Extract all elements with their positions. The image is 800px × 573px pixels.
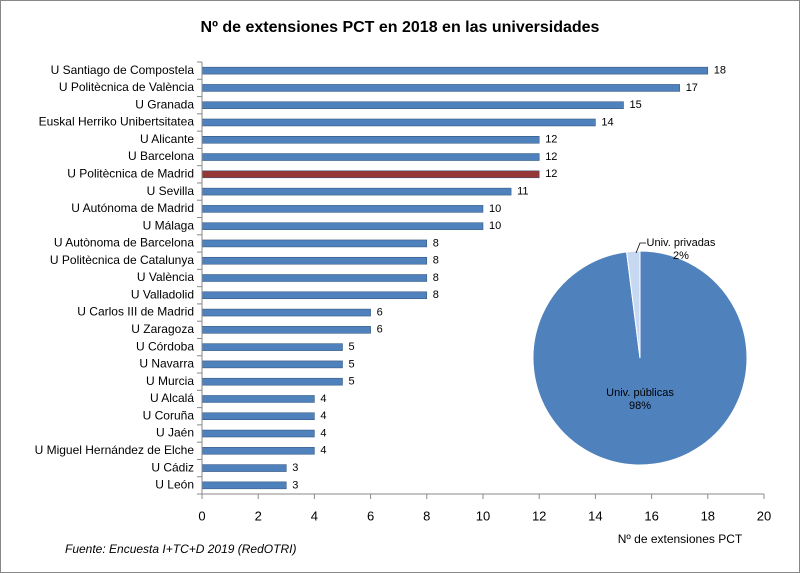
y-tick-label: U Carlos III de Madrid bbox=[77, 305, 194, 319]
y-tick-label: U Alicante bbox=[140, 132, 194, 146]
pie-slice bbox=[626, 250, 641, 359]
y-tick-label: U Zaragoza bbox=[131, 322, 194, 336]
y-tick-label: U Autònoma de Barcelona bbox=[54, 236, 194, 250]
value-label: 4 bbox=[320, 445, 326, 457]
y-tick-label: U Murcia bbox=[146, 374, 194, 388]
chart-title: Nº de extensiones PCT en 2018 en las uni… bbox=[201, 19, 600, 36]
value-label: 8 bbox=[433, 272, 439, 284]
bar bbox=[201, 429, 315, 438]
y-tick-label: U Málaga bbox=[143, 218, 195, 232]
value-label: 11 bbox=[517, 186, 528, 198]
bar bbox=[201, 464, 287, 472]
pie-value-label: 2% bbox=[673, 250, 689, 262]
bar bbox=[201, 274, 428, 282]
y-tick-label: U Cádiz bbox=[151, 460, 194, 474]
value-label: 6 bbox=[377, 306, 383, 318]
y-tick-label: U Navarra bbox=[139, 357, 194, 371]
pie-label: Univ. públicas bbox=[606, 387, 674, 399]
value-label: 6 bbox=[377, 324, 383, 336]
bar bbox=[201, 256, 428, 265]
x-tick-label: 14 bbox=[588, 508, 602, 523]
pie-label: Univ. privadas bbox=[647, 237, 716, 249]
y-tick-label: U Politècnica de Madrid bbox=[67, 166, 194, 180]
value-label: 10 bbox=[489, 220, 501, 232]
bar bbox=[201, 222, 484, 230]
bar bbox=[201, 291, 428, 300]
value-label: 3 bbox=[292, 462, 298, 474]
value-label: 8 bbox=[433, 237, 439, 249]
value-label: 5 bbox=[349, 341, 355, 353]
bar bbox=[201, 343, 343, 351]
value-label: 12 bbox=[545, 168, 557, 180]
y-tick-label: U Miguel Hernández de Elche bbox=[35, 443, 195, 457]
y-tick-label: U Autónoma de Madrid bbox=[71, 201, 194, 215]
bar bbox=[201, 84, 680, 92]
y-tick-label: U Sevilla bbox=[147, 184, 195, 198]
y-tick-label: U Politècnica de Catalunya bbox=[50, 253, 194, 267]
value-label: 4 bbox=[320, 393, 326, 405]
value-label: 15 bbox=[630, 99, 642, 111]
y-tick-label: U Córdoba bbox=[136, 339, 194, 353]
bar bbox=[201, 412, 315, 420]
value-label: 17 bbox=[686, 82, 698, 94]
bar bbox=[201, 308, 371, 317]
pie-value-label: 98% bbox=[629, 400, 651, 412]
bar bbox=[201, 447, 315, 455]
leader-line bbox=[635, 242, 646, 254]
bar bbox=[201, 377, 343, 386]
bar bbox=[201, 66, 709, 75]
x-tick-label: 8 bbox=[423, 508, 430, 523]
y-tick-label: U Valladolid bbox=[131, 287, 194, 301]
y-tick-label: U Politècnica de València bbox=[59, 80, 195, 94]
value-label: 4 bbox=[320, 410, 326, 422]
bar bbox=[201, 326, 371, 334]
bar bbox=[201, 136, 540, 144]
bar bbox=[201, 153, 540, 161]
x-tick-label: 10 bbox=[476, 508, 490, 523]
y-tick-label: U Barcelona bbox=[128, 149, 194, 163]
source-note: Fuente: Encuesta I+TC+D 2019 (RedOTRI) bbox=[65, 542, 296, 556]
x-tick-label: 0 bbox=[198, 508, 205, 523]
x-tick-label: 2 bbox=[255, 508, 262, 523]
x-tick-label: 12 bbox=[532, 508, 546, 523]
bar bbox=[201, 118, 596, 127]
y-tick-label: U València bbox=[137, 270, 194, 284]
x-tick-label: 4 bbox=[311, 508, 318, 523]
bar bbox=[201, 360, 343, 369]
value-label: 3 bbox=[292, 479, 298, 491]
value-label: 18 bbox=[714, 65, 726, 77]
bar bbox=[201, 170, 540, 179]
x-tick-label: 18 bbox=[701, 508, 715, 523]
bar bbox=[201, 239, 428, 248]
y-tick-label: U Coruña bbox=[143, 408, 195, 422]
value-label: 8 bbox=[433, 255, 439, 267]
value-label: 14 bbox=[601, 116, 613, 128]
bar bbox=[201, 481, 287, 490]
y-tick-label: U León bbox=[155, 478, 194, 492]
value-label: 8 bbox=[433, 289, 439, 301]
value-label: 4 bbox=[320, 427, 326, 439]
bar bbox=[201, 187, 512, 196]
value-label: 10 bbox=[489, 203, 501, 215]
value-label: 12 bbox=[545, 134, 557, 146]
x-axis-label: Nº de extensiones PCT bbox=[618, 532, 743, 546]
y-tick-label: U Santiago de Compostela bbox=[51, 63, 195, 77]
bar bbox=[201, 395, 315, 403]
bar bbox=[201, 101, 624, 109]
value-label: 5 bbox=[349, 376, 355, 388]
y-tick-label: Euskal Herriko Unibertsitatea bbox=[39, 115, 195, 129]
x-tick-label: 20 bbox=[757, 508, 771, 523]
y-tick-label: U Granada bbox=[135, 97, 194, 111]
value-label: 12 bbox=[545, 151, 557, 163]
value-label: 5 bbox=[349, 358, 355, 370]
y-tick-label: U Alcalá bbox=[150, 391, 194, 405]
bar bbox=[201, 205, 484, 213]
y-tick-label: U Jaén bbox=[156, 426, 194, 440]
x-tick-label: 6 bbox=[367, 508, 374, 523]
x-tick-label: 16 bbox=[644, 508, 658, 523]
